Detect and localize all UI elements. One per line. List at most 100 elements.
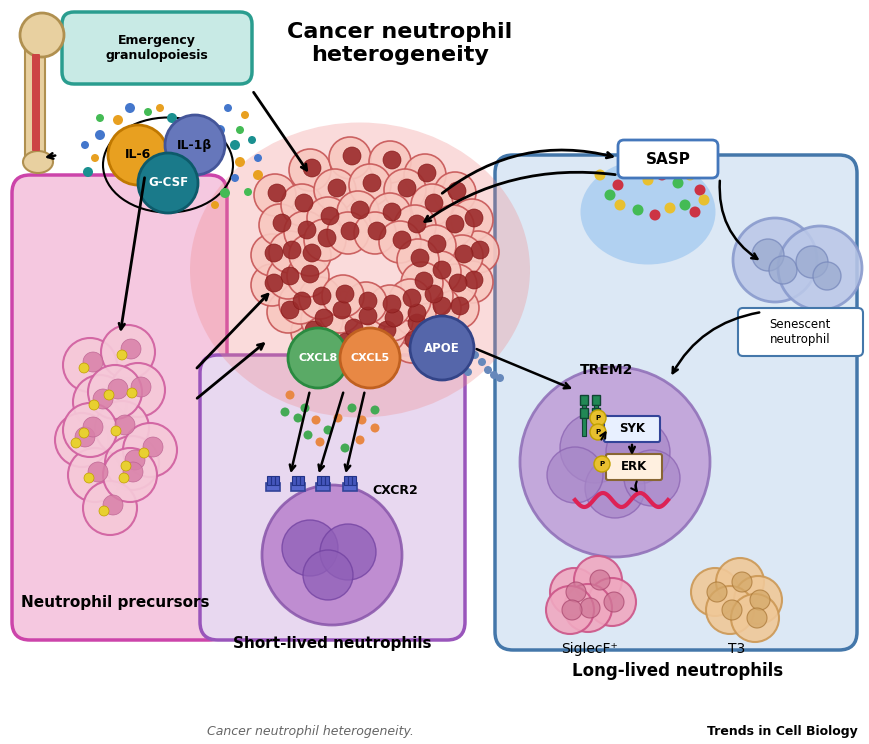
- Circle shape: [347, 403, 356, 412]
- FancyBboxPatch shape: [62, 12, 252, 84]
- Circle shape: [693, 185, 705, 196]
- Circle shape: [436, 287, 479, 329]
- Circle shape: [363, 311, 406, 353]
- Circle shape: [561, 600, 581, 620]
- Circle shape: [63, 403, 116, 457]
- Circle shape: [83, 167, 93, 177]
- Bar: [342, 483, 356, 491]
- Circle shape: [108, 379, 128, 399]
- Circle shape: [121, 339, 141, 359]
- Circle shape: [441, 235, 482, 277]
- Circle shape: [656, 170, 667, 181]
- Circle shape: [111, 426, 121, 436]
- Circle shape: [415, 272, 433, 290]
- Circle shape: [81, 141, 89, 149]
- Circle shape: [402, 289, 421, 307]
- Bar: [300, 476, 303, 485]
- Circle shape: [549, 568, 597, 616]
- Text: P: P: [594, 415, 600, 421]
- FancyBboxPatch shape: [12, 175, 227, 640]
- Circle shape: [323, 426, 332, 434]
- Circle shape: [401, 262, 442, 304]
- Text: G-CSF: G-CSF: [148, 176, 188, 190]
- Circle shape: [698, 194, 709, 205]
- Circle shape: [328, 137, 370, 179]
- Circle shape: [612, 179, 623, 190]
- Circle shape: [425, 285, 442, 303]
- Circle shape: [689, 207, 700, 217]
- Circle shape: [288, 328, 348, 388]
- Circle shape: [679, 199, 690, 211]
- Circle shape: [311, 415, 320, 425]
- Circle shape: [301, 265, 319, 283]
- Text: Long-lived neutrophils: Long-lived neutrophils: [572, 662, 783, 680]
- Circle shape: [281, 301, 299, 319]
- Circle shape: [733, 576, 781, 624]
- Circle shape: [580, 598, 600, 618]
- Circle shape: [606, 420, 669, 484]
- Circle shape: [560, 413, 629, 483]
- Circle shape: [430, 317, 448, 335]
- Circle shape: [362, 174, 381, 192]
- Ellipse shape: [189, 123, 529, 417]
- Circle shape: [746, 608, 766, 628]
- Circle shape: [396, 239, 439, 281]
- Circle shape: [341, 222, 359, 240]
- Circle shape: [390, 321, 433, 363]
- Circle shape: [370, 423, 379, 432]
- Circle shape: [547, 447, 602, 503]
- Circle shape: [419, 251, 461, 293]
- Circle shape: [280, 408, 289, 417]
- Circle shape: [251, 234, 293, 276]
- Bar: [343, 476, 348, 485]
- Circle shape: [370, 299, 413, 341]
- Text: SiglecF⁺: SiglecF⁺: [561, 642, 618, 656]
- Circle shape: [321, 207, 339, 225]
- Circle shape: [594, 456, 609, 472]
- FancyBboxPatch shape: [32, 54, 40, 151]
- Bar: [580, 395, 587, 405]
- Circle shape: [409, 316, 474, 380]
- Circle shape: [623, 450, 680, 506]
- Circle shape: [71, 438, 81, 448]
- Bar: [266, 483, 280, 491]
- Circle shape: [705, 586, 753, 634]
- Circle shape: [302, 159, 321, 177]
- Circle shape: [123, 423, 176, 477]
- Circle shape: [368, 285, 410, 327]
- Circle shape: [483, 366, 492, 374]
- Circle shape: [123, 462, 143, 482]
- Circle shape: [382, 203, 401, 221]
- Circle shape: [322, 275, 363, 317]
- Circle shape: [416, 307, 459, 349]
- Circle shape: [95, 130, 105, 140]
- Circle shape: [101, 325, 155, 379]
- Text: P: P: [599, 461, 604, 467]
- Text: CXCL8: CXCL8: [298, 353, 337, 363]
- Circle shape: [251, 264, 293, 306]
- Circle shape: [464, 271, 482, 289]
- Circle shape: [587, 578, 635, 626]
- Circle shape: [113, 115, 123, 125]
- Circle shape: [282, 520, 338, 576]
- Bar: [315, 483, 329, 491]
- Circle shape: [382, 151, 401, 169]
- Bar: [295, 476, 300, 485]
- Circle shape: [241, 111, 249, 119]
- Circle shape: [287, 255, 328, 297]
- Text: T3: T3: [727, 642, 745, 656]
- Circle shape: [768, 256, 796, 284]
- FancyBboxPatch shape: [603, 416, 660, 442]
- Circle shape: [377, 321, 395, 339]
- Circle shape: [520, 367, 709, 557]
- Circle shape: [574, 556, 621, 604]
- Circle shape: [243, 188, 252, 196]
- Circle shape: [454, 358, 461, 366]
- Circle shape: [211, 201, 219, 209]
- Text: Senescent
neutrophil: Senescent neutrophil: [768, 318, 830, 346]
- Circle shape: [265, 244, 282, 262]
- Circle shape: [139, 448, 149, 458]
- Circle shape: [448, 182, 466, 200]
- Circle shape: [282, 241, 301, 259]
- Circle shape: [307, 197, 348, 239]
